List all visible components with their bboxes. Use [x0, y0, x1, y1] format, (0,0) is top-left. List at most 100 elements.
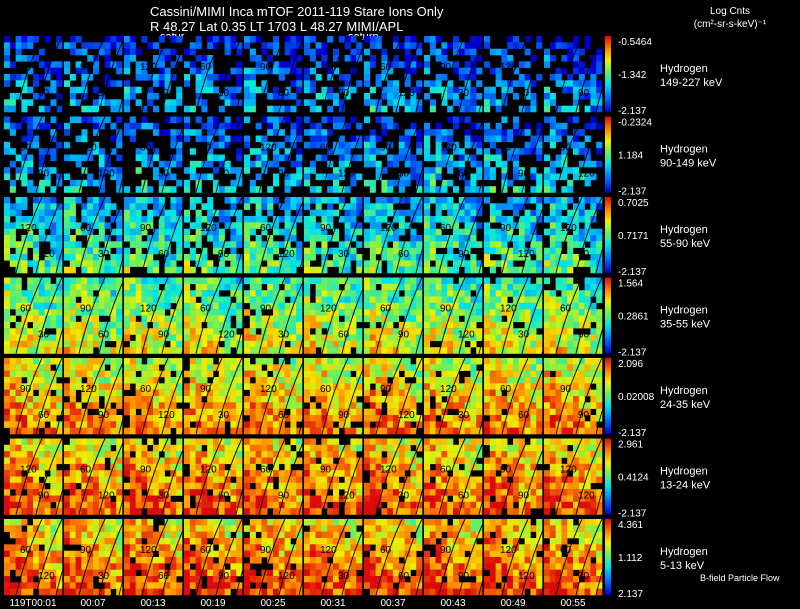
pixel-cell — [596, 86, 603, 94]
pixel-cell — [375, 408, 382, 416]
pixel-cell — [153, 173, 160, 181]
pixel-cell — [327, 328, 334, 335]
pixel-cell — [404, 80, 411, 87]
pixel-cell — [381, 427, 388, 435]
pixel-cell — [147, 222, 154, 229]
pixel-cell — [116, 290, 123, 297]
pixel-cell — [213, 209, 220, 217]
pixel-cell — [110, 42, 117, 49]
pixel-cell — [278, 383, 285, 390]
pixel-cell — [236, 42, 243, 49]
pixel-cell — [590, 235, 597, 242]
pixel-cell — [518, 415, 525, 422]
pixel-cell — [64, 154, 71, 162]
pixel-cell — [530, 197, 537, 204]
pixel-cell — [296, 80, 303, 87]
pixel-cell — [124, 247, 131, 255]
pixel-cell — [513, 154, 520, 162]
pixel-cell — [38, 444, 45, 452]
pixel-cell — [44, 86, 51, 94]
pixel-cell — [27, 315, 34, 323]
pixel-cell — [75, 61, 82, 68]
pixel-cell — [304, 358, 311, 365]
pixel-cell — [129, 42, 136, 49]
pixel-cell — [104, 247, 111, 255]
pixel-cell — [104, 260, 111, 267]
pixel-cell — [470, 421, 477, 428]
pixel-cell — [327, 340, 334, 348]
pixel-cell — [470, 396, 477, 403]
pixel-cell — [195, 427, 202, 435]
pixel-cell — [327, 129, 334, 136]
pixel-cell — [249, 105, 256, 113]
pixel-cell — [224, 254, 231, 261]
pixel-cell — [398, 42, 405, 49]
pixel-cell — [315, 203, 322, 210]
pixel-cell — [56, 67, 63, 75]
pixel-cell — [267, 222, 274, 229]
pixel-cell — [375, 309, 382, 316]
pixel-cell — [410, 383, 417, 390]
pixel-cell — [489, 364, 496, 371]
pixel-cell — [387, 290, 394, 297]
pixel-cell — [458, 260, 465, 267]
pixel-cell — [470, 122, 477, 130]
pixel-cell — [104, 99, 111, 106]
pixel-cell — [50, 402, 57, 409]
pixel-cell — [524, 383, 531, 390]
pixel-cell — [578, 415, 585, 422]
pixel-cell — [495, 358, 502, 365]
pixel-cell — [236, 283, 243, 291]
pixel-cell — [464, 241, 471, 248]
pixel-cell — [596, 340, 603, 348]
pixel-cell — [98, 427, 105, 435]
pixel-cell — [424, 179, 431, 187]
pixel-cell — [230, 364, 237, 371]
pixel-cell — [207, 321, 214, 329]
pixel-cell — [255, 186, 262, 193]
pixel-cell — [135, 222, 142, 229]
pixel-cell — [416, 105, 423, 113]
pixel-cell — [476, 415, 483, 422]
pixel-cell — [213, 402, 220, 409]
pixel-cell — [561, 42, 568, 49]
pixel-cell — [567, 186, 574, 193]
pixel-cell — [495, 427, 502, 435]
pixel-cell — [416, 173, 423, 181]
pixel-cell — [435, 235, 442, 242]
pixel-cell — [435, 408, 442, 416]
pixel-cell — [470, 328, 477, 335]
pixel-cell — [158, 296, 165, 304]
pixel-cell — [98, 347, 105, 354]
pixel-cell — [375, 427, 382, 435]
pixel-cell — [416, 370, 423, 378]
pixel-cell — [484, 254, 491, 261]
pixel-cell — [338, 309, 345, 316]
pixel-cell — [544, 93, 551, 100]
pixel-cell — [38, 370, 45, 378]
pixel-cell — [273, 340, 280, 348]
pixel-cell — [315, 334, 322, 342]
contour-line — [555, 357, 583, 435]
pixel-cell — [124, 260, 131, 267]
pixel-cell — [315, 421, 322, 428]
pixel-cell — [489, 334, 496, 342]
pixel-cell — [573, 222, 580, 229]
pixel-cell — [441, 370, 448, 378]
pixel-cell — [387, 99, 394, 106]
pixel-cell — [141, 321, 148, 329]
pixel-cell — [393, 415, 400, 422]
pixel-cell — [249, 415, 256, 422]
pixel-cell — [15, 302, 22, 310]
pixel-cell — [64, 173, 71, 181]
pixel-cell — [315, 290, 322, 297]
pixel-cell — [189, 427, 196, 435]
pixel-cell — [255, 86, 262, 94]
pixel-cell — [381, 396, 388, 403]
pixel-cell — [273, 154, 280, 162]
pixel-cell — [524, 321, 531, 329]
pixel-cell — [255, 396, 262, 403]
pixel-cell — [393, 283, 400, 291]
pixel-cell — [596, 67, 603, 75]
